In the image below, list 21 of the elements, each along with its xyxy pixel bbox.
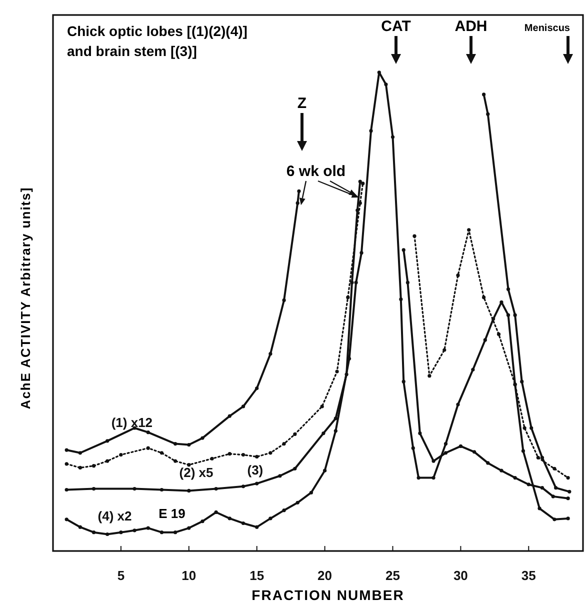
x-axis-title: FRACTION NUMBER: [252, 587, 404, 603]
series-label: (1) x12: [111, 414, 153, 430]
x-tick-label: 20: [318, 568, 332, 583]
series-label: (2) x5: [179, 465, 214, 480]
annotation: Z: [297, 95, 307, 112]
chart-title: Chick optic lobes [(1)(2)(4)]: [67, 23, 248, 39]
annotation: E 19: [158, 506, 186, 521]
y-axis-title: AchE ACTIVITY Arbitrary units]: [18, 186, 33, 410]
series-label: (4) x2: [98, 508, 132, 524]
chart-subtitle: and brain stem [(3)]: [67, 43, 197, 59]
text: Meniscus: [524, 23, 570, 34]
x-tick-label: 25: [386, 568, 400, 583]
x-tick-label: 5: [117, 568, 125, 583]
x-tick-label: 30: [453, 568, 468, 583]
series-label: (3): [247, 462, 264, 478]
x-tick-label: 35: [521, 568, 536, 583]
text: ADH: [454, 18, 488, 35]
x-tick-label: 10: [182, 568, 196, 583]
x-tick-label: 15: [250, 568, 264, 583]
text: CAT: [381, 18, 411, 35]
annotation: 6 wk old: [286, 163, 346, 180]
